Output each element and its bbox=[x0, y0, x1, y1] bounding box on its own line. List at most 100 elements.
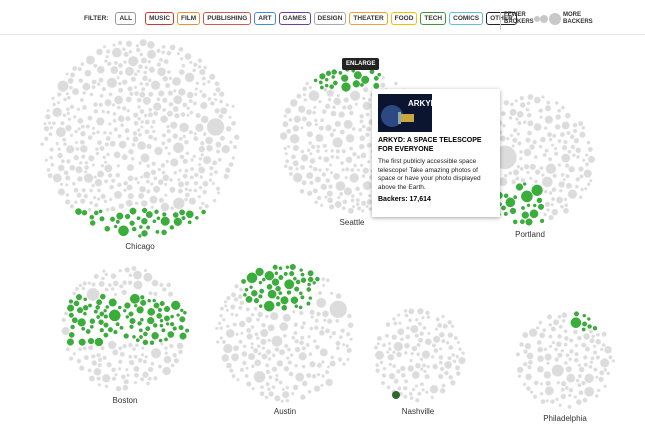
project-bubble bbox=[78, 283, 83, 288]
project-bubble-highlight bbox=[162, 212, 167, 217]
project-bubble bbox=[300, 335, 305, 340]
project-bubble bbox=[325, 178, 331, 184]
filter-button[interactable]: COMICS bbox=[449, 12, 484, 25]
filter-button[interactable]: ALL bbox=[115, 12, 137, 25]
project-bubble bbox=[522, 382, 527, 387]
project-bubble bbox=[316, 362, 323, 368]
project-bubble bbox=[172, 197, 185, 210]
project-bubble bbox=[165, 82, 171, 89]
project-bubble bbox=[325, 124, 332, 132]
project-bubble bbox=[259, 391, 265, 397]
project-bubble bbox=[166, 70, 171, 75]
project-bubble bbox=[139, 82, 143, 86]
project-bubble-highlight bbox=[107, 327, 113, 333]
project-bubble bbox=[516, 110, 524, 118]
project-bubble bbox=[138, 161, 143, 166]
project-bubble bbox=[337, 357, 343, 362]
project-bubble bbox=[111, 367, 117, 373]
project-bubble bbox=[350, 194, 355, 198]
project-bubble bbox=[548, 322, 553, 327]
project-bubble bbox=[104, 99, 112, 107]
filter-button[interactable]: FOOD bbox=[390, 12, 418, 25]
enlarge-button[interactable]: ENLARGE bbox=[342, 58, 380, 70]
project-bubble bbox=[542, 152, 547, 158]
filter-button[interactable]: FILM bbox=[177, 12, 201, 25]
project-bubble bbox=[545, 163, 557, 174]
project-bubble-highlight bbox=[278, 291, 283, 295]
project-bubble bbox=[321, 277, 326, 281]
project-bubble bbox=[179, 56, 184, 61]
project-bubble bbox=[49, 147, 54, 152]
project-bubble-highlight bbox=[183, 310, 187, 315]
filter-button[interactable]: DESIGN bbox=[313, 12, 347, 25]
project-bubble bbox=[345, 133, 355, 143]
filter-button[interactable]: OTHER bbox=[486, 12, 517, 25]
project-bubble bbox=[126, 108, 130, 113]
project-bubble bbox=[67, 77, 74, 84]
project-bubble bbox=[265, 381, 270, 387]
project-bubble-highlight bbox=[129, 220, 135, 226]
project-bubble bbox=[314, 122, 319, 127]
project-bubble bbox=[539, 332, 546, 339]
project-bubble bbox=[209, 101, 215, 106]
project-bubble-highlight bbox=[263, 300, 275, 312]
filter-button[interactable]: THEATER bbox=[349, 12, 388, 25]
project-bubble bbox=[279, 132, 288, 140]
project-bubble bbox=[202, 155, 212, 165]
project-bubble-highlight bbox=[325, 70, 332, 76]
project-bubble bbox=[168, 291, 174, 297]
project-bubble bbox=[161, 141, 166, 146]
filter-button[interactable]: ART bbox=[254, 12, 276, 25]
project-bubble bbox=[583, 355, 588, 360]
project-bubble bbox=[339, 129, 345, 135]
project-bubble bbox=[123, 180, 129, 186]
project-bubble-highlight bbox=[139, 335, 143, 339]
project-bubble bbox=[509, 108, 517, 116]
project-bubble bbox=[139, 91, 146, 98]
project-bubble bbox=[560, 393, 567, 400]
project-bubble bbox=[238, 320, 246, 328]
project-bubble bbox=[328, 335, 333, 339]
project-bubble-highlight bbox=[108, 298, 117, 307]
project-bubble bbox=[424, 338, 432, 346]
project-bubble bbox=[231, 156, 236, 160]
project-bubble bbox=[126, 184, 133, 191]
project-bubble bbox=[112, 112, 117, 116]
project-bubble bbox=[299, 188, 305, 194]
project-bubble bbox=[153, 176, 158, 181]
project-bubble-highlight bbox=[312, 281, 316, 285]
project-bubble-highlight bbox=[142, 207, 148, 214]
project-bubble bbox=[282, 333, 287, 338]
project-bubble bbox=[48, 132, 53, 137]
project-bubble bbox=[92, 195, 97, 200]
project-bubble bbox=[238, 305, 243, 310]
project-bubble bbox=[386, 385, 391, 390]
project-bubble bbox=[133, 354, 138, 359]
project-bubble bbox=[206, 118, 225, 136]
project-bubble bbox=[303, 98, 308, 102]
project-bubble-highlight bbox=[178, 325, 184, 331]
project-bubble bbox=[140, 200, 148, 207]
project-bubble bbox=[576, 154, 580, 159]
project-bubble bbox=[172, 105, 179, 112]
project-bubble bbox=[94, 147, 99, 152]
project-bubble bbox=[329, 360, 336, 367]
project-bubble-highlight bbox=[187, 220, 192, 225]
project-bubble bbox=[555, 341, 562, 348]
project-bubble bbox=[519, 102, 526, 108]
project-bubble-highlight bbox=[581, 327, 586, 332]
project-bubble-highlight bbox=[156, 216, 161, 221]
project-bubble-highlight bbox=[94, 210, 99, 216]
project-bubble-highlight bbox=[89, 220, 96, 226]
project-bubble bbox=[397, 386, 402, 391]
project-bubble bbox=[65, 347, 70, 352]
project-bubble bbox=[283, 114, 288, 118]
project-bubble bbox=[301, 364, 306, 369]
filter-button[interactable]: GAMES bbox=[278, 12, 311, 25]
filter-button[interactable]: TECH bbox=[420, 12, 447, 25]
project-bubble bbox=[569, 338, 574, 343]
filter-button[interactable]: PUBLISHING bbox=[203, 12, 252, 25]
project-bubble bbox=[69, 104, 75, 110]
filter-button[interactable]: MUSIC bbox=[145, 12, 175, 25]
project-bubble bbox=[349, 90, 361, 101]
